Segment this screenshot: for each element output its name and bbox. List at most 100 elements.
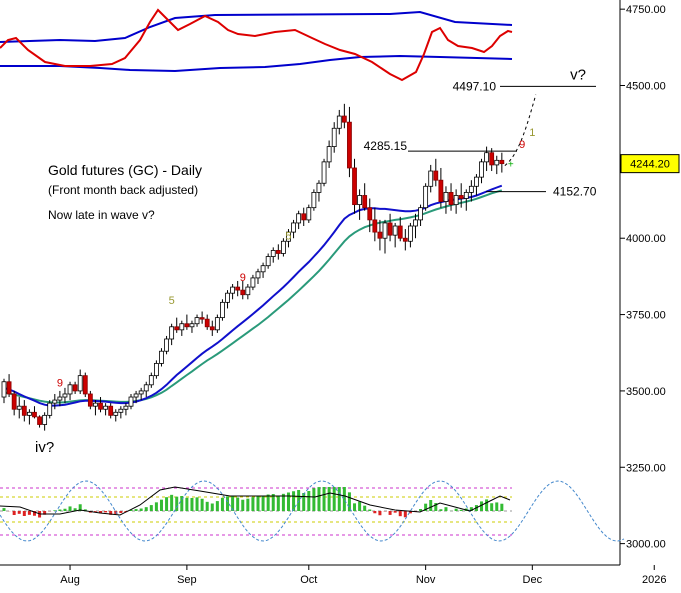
oscillator-bar xyxy=(459,509,463,511)
oscillator-bar xyxy=(393,511,397,513)
oscillator-bar xyxy=(200,498,204,511)
candle-up xyxy=(16,405,22,410)
candle-up xyxy=(189,323,195,328)
candle-up xyxy=(407,225,413,242)
oscillator-bar xyxy=(27,511,31,515)
candle-up xyxy=(153,363,159,377)
level-label-4497: 4497.10 xyxy=(453,79,497,93)
candle-up xyxy=(382,222,388,239)
candle-down xyxy=(438,179,444,202)
candle-down xyxy=(11,393,17,410)
candle-down xyxy=(199,317,205,320)
candle-down xyxy=(184,323,190,328)
oscillator-bar xyxy=(439,509,443,511)
oscillator-bar xyxy=(32,511,36,516)
candle-up xyxy=(357,195,363,206)
oscillator-bar xyxy=(144,507,148,511)
candle-down xyxy=(98,402,103,410)
oscillator-bar xyxy=(99,511,103,514)
candle-up xyxy=(128,396,134,407)
wave-label: v? xyxy=(570,66,586,83)
oscillator-bar xyxy=(266,494,270,511)
oscillator-bar xyxy=(251,497,255,511)
signal-marker: + xyxy=(508,160,514,171)
oscillator-bar xyxy=(195,497,199,511)
candle-up xyxy=(326,146,332,163)
candle-up xyxy=(148,375,154,386)
oscillator-bar xyxy=(363,505,367,511)
candle-down xyxy=(458,195,464,199)
candle-down xyxy=(275,250,281,254)
sequential-count-label: 9 xyxy=(240,272,246,284)
oscillator-bar xyxy=(286,492,290,511)
oscillator-bar xyxy=(2,508,6,511)
candle-down xyxy=(347,121,352,169)
oscillator-bar xyxy=(424,503,428,511)
x-tick-label: Aug xyxy=(60,574,80,586)
candle-up xyxy=(133,393,139,398)
candle-up xyxy=(286,231,291,242)
upper-band-red-oscillator xyxy=(0,8,513,82)
candle-up xyxy=(265,256,271,267)
oscillator-bar xyxy=(388,511,392,515)
oscillator-bar xyxy=(353,503,357,511)
candle-up xyxy=(164,338,169,352)
oscillator-bar xyxy=(58,509,62,511)
oscillator-bar xyxy=(332,487,336,511)
candle-up xyxy=(443,192,449,202)
oscillator-bar xyxy=(149,505,153,511)
oscillator-panel xyxy=(0,480,625,542)
oscillator-bar xyxy=(180,496,184,511)
candle-down xyxy=(301,213,307,221)
oscillator-bar xyxy=(43,511,47,515)
candle-up xyxy=(423,185,429,209)
oscillator-bar xyxy=(281,493,285,511)
oscillator-signal-line xyxy=(0,486,511,516)
candle-up xyxy=(214,317,220,331)
chart-note: Now late in wave v? xyxy=(48,208,155,222)
candle-down xyxy=(37,416,42,425)
oscillator-bar xyxy=(231,495,235,511)
candle-up xyxy=(484,152,490,163)
oscillator-bar xyxy=(276,496,280,511)
candle-up xyxy=(113,411,119,416)
x-tick-label: Nov xyxy=(416,574,436,586)
chart-subtitle: (Front month back adjusted) xyxy=(48,183,198,197)
candle-down xyxy=(87,393,93,407)
oscillator-bar xyxy=(312,488,316,511)
sequential-count-label: 5 xyxy=(285,231,291,243)
last-price-badge xyxy=(620,154,680,174)
candle-up xyxy=(93,402,98,407)
oscillator-bar xyxy=(327,487,331,511)
x-tick-label: 2026 xyxy=(642,574,666,586)
oscillator-bar xyxy=(78,504,82,511)
oscillator-bar xyxy=(185,497,189,511)
candle-up xyxy=(169,326,175,340)
chart-title: Gold futures (GC) - Daily xyxy=(48,162,202,178)
candle-up xyxy=(194,317,200,325)
oscillator-bar xyxy=(190,498,194,511)
candle-up xyxy=(291,222,296,233)
y-tick-label: 4000.00 xyxy=(626,233,666,245)
oscillator-bar xyxy=(358,501,362,511)
oscillator-bar xyxy=(220,497,224,511)
candle-up xyxy=(316,182,322,193)
upper-band-blue-top xyxy=(0,10,513,43)
sequential-count-label: 1 xyxy=(529,127,535,139)
oscillator-bar xyxy=(104,511,108,513)
oscillator-bar xyxy=(398,511,402,517)
y-tick-label: 3000.00 xyxy=(626,539,666,551)
candle-down xyxy=(108,405,114,416)
candle-down xyxy=(235,286,241,291)
candle-down xyxy=(209,326,215,331)
oscillator-bar xyxy=(368,509,372,511)
oscillator-bar xyxy=(454,508,458,511)
candle-up xyxy=(280,240,286,254)
oscillator-bar xyxy=(154,502,158,511)
candle-up xyxy=(418,207,423,221)
oscillator-bar xyxy=(419,509,423,511)
y-tick-label: 3250.00 xyxy=(626,462,666,474)
oscillator-bar xyxy=(256,496,260,511)
candle-up xyxy=(47,402,53,416)
